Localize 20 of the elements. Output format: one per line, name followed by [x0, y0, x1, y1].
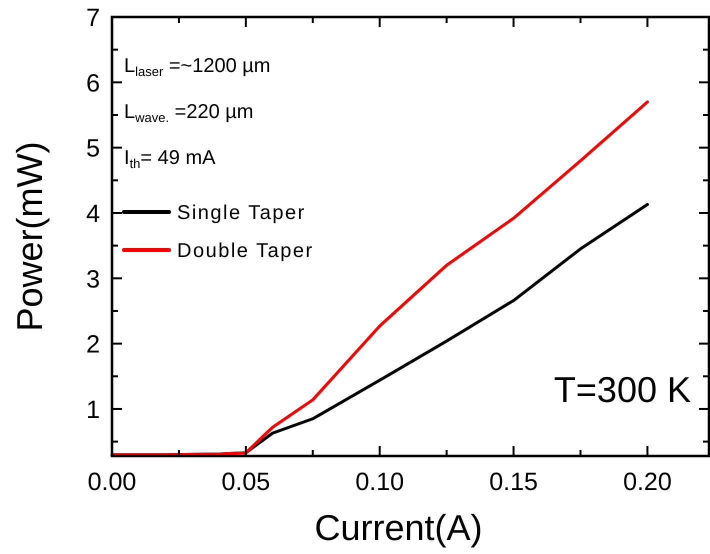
x-tick-label: 0.05	[222, 468, 270, 496]
legend-label: Double Taper	[177, 240, 314, 262]
y-tick-label: 2	[86, 330, 100, 359]
legend-label: Single Taper	[177, 202, 306, 224]
y-tick-label: 5	[86, 134, 100, 163]
y-tick-label: 4	[86, 200, 100, 228]
x-tick-label: 0.15	[489, 468, 538, 496]
x-tick-label: 0.20	[623, 468, 672, 496]
annotation: L$_{laser}$ =~1200 µm	[124, 55, 270, 79]
x-axis-title: Current(A)	[314, 507, 483, 548]
x-tick-label: 0.10	[355, 468, 404, 496]
y-tick-label: 6	[86, 69, 100, 98]
x-tick-label: 0.00	[88, 468, 136, 496]
annotation: I$_{th}$= 49 mA	[124, 147, 216, 171]
y-axis-title: Power(mW)	[9, 142, 50, 332]
y-tick-label: 3	[86, 265, 100, 294]
annotation: T=300 K	[554, 369, 691, 410]
y-tick-label: 1	[86, 396, 100, 424]
annotation: L$_{wave.}$ =220 µm	[124, 101, 254, 125]
y-tick-label: 7	[86, 4, 100, 32]
